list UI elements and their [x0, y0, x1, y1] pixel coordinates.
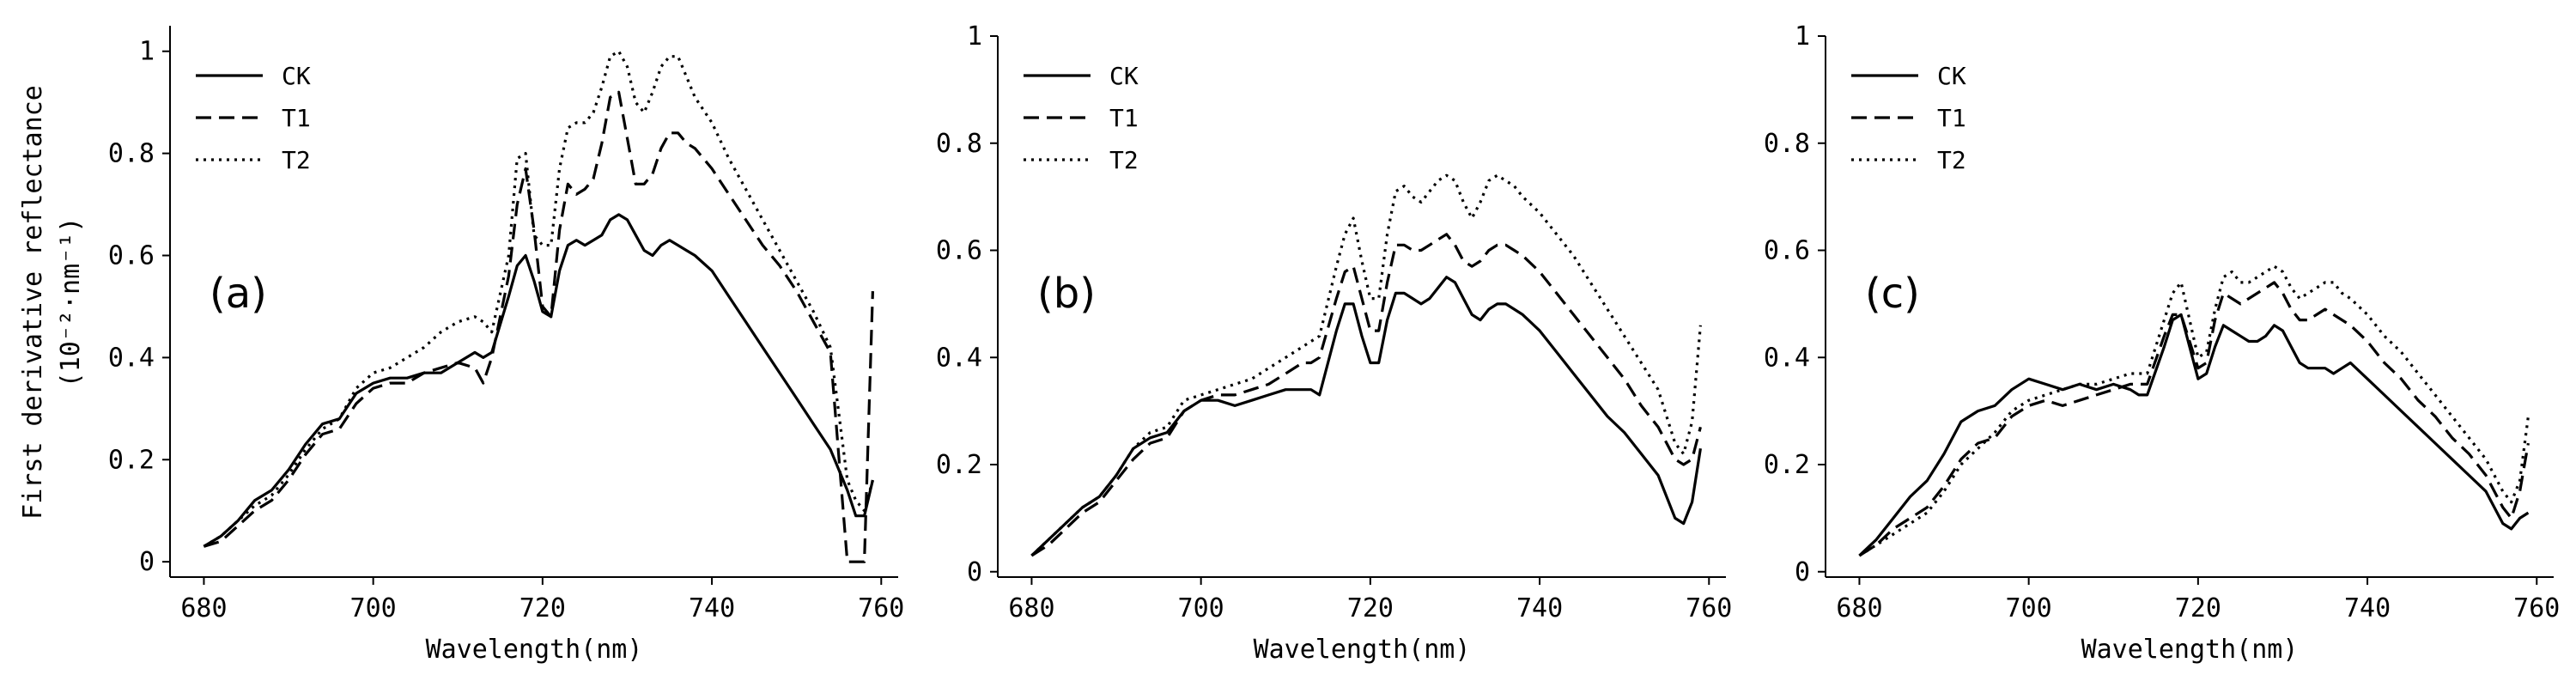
- legend-label-ck: CK: [1937, 62, 1966, 90]
- legend-label-ck: CK: [1109, 62, 1139, 90]
- panel-label: (c): [1865, 270, 1920, 318]
- x-tick-label: 740: [1516, 593, 1563, 623]
- x-tick-label: 740: [2344, 593, 2391, 623]
- x-tick-label: 700: [1178, 593, 1224, 623]
- y-tick-label: 0: [139, 547, 155, 577]
- y-tick-label: 0.4: [1764, 343, 1810, 373]
- series-line-t1: [1858, 281, 2530, 557]
- series-line-ck: [1858, 313, 2530, 557]
- y-tick-label: 0: [1795, 557, 1810, 587]
- x-tick-label: 680: [1008, 593, 1054, 623]
- y-tick-label: 1: [1795, 21, 1810, 52]
- y-tick-label: 0.2: [1764, 450, 1810, 480]
- y-axis-label-line2: (10⁻²·nm⁻¹): [56, 217, 86, 388]
- legend-label-t2: T2: [1937, 146, 1966, 174]
- x-tick-label: 720: [1347, 593, 1394, 623]
- y-tick-label: 0.6: [108, 241, 155, 271]
- series-line-t2: [1030, 173, 1702, 557]
- x-tick-label: 720: [519, 593, 566, 623]
- x-tick-label: 760: [1686, 593, 1732, 623]
- y-tick-label: 0.8: [936, 129, 982, 159]
- series-line-t1: [203, 90, 874, 563]
- y-tick-label: 1: [139, 37, 155, 67]
- y-tick-label: 0.6: [1764, 236, 1810, 266]
- legend-label-t1: T1: [1109, 104, 1139, 132]
- x-tick-label: 760: [858, 593, 904, 623]
- x-tick-label: 740: [689, 593, 735, 623]
- y-tick-label: 0.4: [936, 343, 982, 373]
- series-line-t1: [1030, 233, 1702, 557]
- y-tick-label: 0.8: [108, 139, 155, 169]
- x-tick-label: 700: [2006, 593, 2052, 623]
- chart-panel-b: 680 700 720 740 760 0 0.2 0.4 0.6 0.8 1 Wavelength(…: [936, 21, 1733, 665]
- x-axis-label: Wavelength(nm): [1254, 635, 1471, 665]
- panel-label: (a): [210, 270, 267, 318]
- x-tick-label: 720: [2175, 593, 2221, 623]
- x-axis-label: Wavelength(nm): [426, 635, 643, 665]
- y-tick-label: 0.4: [108, 343, 155, 373]
- series-line-t2: [1858, 264, 2530, 557]
- legend-label-t2: T2: [282, 146, 311, 174]
- legend-label-t2: T2: [1109, 146, 1139, 174]
- y-tick-label: 0.2: [936, 450, 982, 480]
- y-tick-label: 0.6: [936, 236, 982, 266]
- y-tick-label: 0.2: [108, 445, 155, 475]
- x-tick-label: 760: [2513, 593, 2560, 623]
- legend-label-ck: CK: [282, 62, 311, 90]
- x-tick-label: 680: [1836, 593, 1882, 623]
- y-tick-label: 0.8: [1764, 129, 1810, 159]
- y-tick-label: 0: [967, 557, 982, 587]
- y-axis-label-line1: First derivative reflectance: [18, 85, 48, 520]
- legend-label-t1: T1: [282, 104, 311, 132]
- legend-label-t1: T1: [1937, 104, 1966, 132]
- x-tick-label: 680: [180, 593, 227, 623]
- y-tick-label: 1: [967, 21, 982, 52]
- series-line-t2: [203, 50, 874, 548]
- chart-panel-c: 680 700 720 740 760 0 0.2 0.4 0.6 0.8 1 Wavelength(…: [1764, 21, 2561, 665]
- x-axis-label: Wavelength(nm): [2081, 635, 2299, 665]
- panel-label: (b): [1037, 270, 1096, 318]
- x-tick-label: 700: [350, 593, 397, 623]
- series-line-ck: [203, 213, 874, 548]
- chart-panel-a: 680 700 720 740 760 0 0.2 0.4 0.6 0.8 1 Wavelength(…: [108, 26, 904, 665]
